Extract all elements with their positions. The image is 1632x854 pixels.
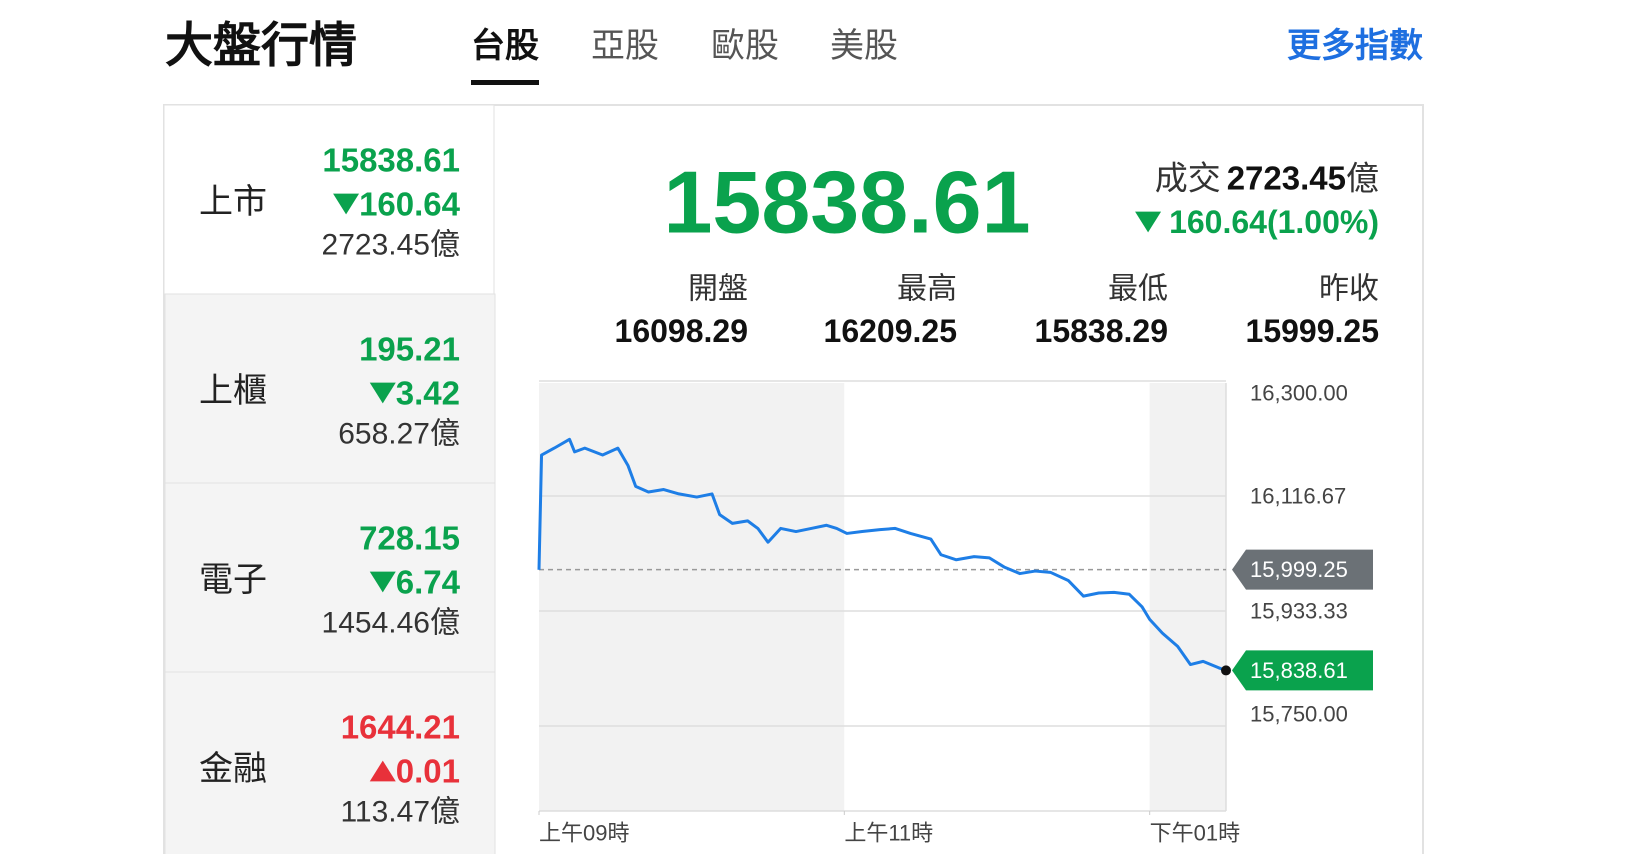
market-row — [164, 293, 496, 484]
volume-unit: 億 — [430, 607, 460, 640]
last-point — [1221, 665, 1231, 676]
stat-label: 開盤 — [688, 273, 748, 306]
summary-change: 160.64 — [1169, 204, 1267, 240]
last-price-badge-text: 15,838.61 — [1250, 658, 1348, 683]
summary-change-pct: (1.00%) — [1267, 204, 1379, 240]
y-tick-label: 16,300.00 — [1250, 381, 1348, 406]
panel-border — [163, 104, 1424, 854]
session-shade — [1149, 383, 1226, 811]
volume-unit: 億 — [1346, 160, 1379, 197]
stat-label: 最低 — [1108, 273, 1168, 306]
market-price: 15838.61 — [322, 142, 460, 179]
market-price: 728.15 — [359, 520, 460, 557]
y-tick-label: 15,933.33 — [1250, 599, 1348, 624]
active-tab-underline — [471, 80, 539, 85]
volume-unit: 億 — [430, 229, 460, 262]
market-name[interactable]: 上市 — [199, 183, 267, 221]
direction-arrow — [369, 382, 396, 404]
reference-badge — [1232, 549, 1373, 590]
stat-value: 15838.29 — [1035, 313, 1168, 349]
session-shade — [844, 383, 1150, 811]
market-change: 3.42 — [396, 375, 460, 412]
direction-arrow — [333, 193, 360, 215]
market-row — [164, 671, 496, 854]
stat-label: 最高 — [897, 273, 957, 306]
market-row — [164, 482, 496, 673]
market-change: 0.01 — [396, 753, 460, 790]
market-change: 6.74 — [396, 564, 461, 601]
index-price: 15838.61 — [663, 153, 1030, 252]
market-volume: 658.27 — [338, 418, 430, 451]
y-tick-label: 15,750.00 — [1250, 702, 1348, 727]
x-tick-label: 下午01時 — [1150, 821, 1240, 846]
reference-badge-text: 15,999.25 — [1250, 557, 1348, 582]
x-tick-label: 上午11時 — [844, 821, 933, 846]
direction-arrow — [1135, 211, 1162, 233]
stat-value: 16098.29 — [615, 313, 748, 349]
direction-arrow — [369, 571, 396, 593]
market-tab[interactable]: 美股 — [830, 27, 898, 65]
session-shade — [539, 383, 845, 811]
market-volume: 2723.45 — [322, 229, 430, 262]
more-link[interactable]: 更多指數 — [1287, 27, 1423, 65]
market-name[interactable]: 上櫃 — [199, 372, 267, 410]
market-price: 1644.21 — [341, 709, 460, 746]
last-price-badge — [1232, 650, 1373, 691]
x-tick-label: 上午09時 — [539, 821, 629, 846]
y-tick-label: 16,116.67 — [1250, 483, 1346, 508]
direction-arrow — [369, 760, 396, 782]
summary-volume: 2723.45 — [1227, 160, 1346, 197]
stat-value: 16209.25 — [824, 313, 957, 349]
volume-unit: 億 — [430, 796, 460, 829]
stat-value: 15999.25 — [1246, 313, 1379, 349]
volume-unit: 億 — [430, 418, 460, 451]
market-name[interactable]: 電子 — [199, 561, 267, 599]
page-title: 大盤行情 — [165, 20, 357, 73]
market-change: 160.64 — [359, 186, 461, 223]
stat-label: 昨收 — [1319, 273, 1379, 306]
market-tab[interactable]: 亞股 — [591, 27, 659, 65]
market-price: 195.21 — [359, 331, 460, 368]
market-name[interactable]: 金融 — [199, 750, 267, 788]
market-volume: 1454.46 — [322, 607, 430, 640]
market-tab[interactable]: 台股 — [471, 27, 539, 65]
volume-label: 成交 — [1155, 160, 1221, 197]
price-line — [537, 437, 1227, 672]
market-volume: 113.47 — [340, 796, 430, 829]
market-tab[interactable]: 歐股 — [711, 27, 779, 65]
